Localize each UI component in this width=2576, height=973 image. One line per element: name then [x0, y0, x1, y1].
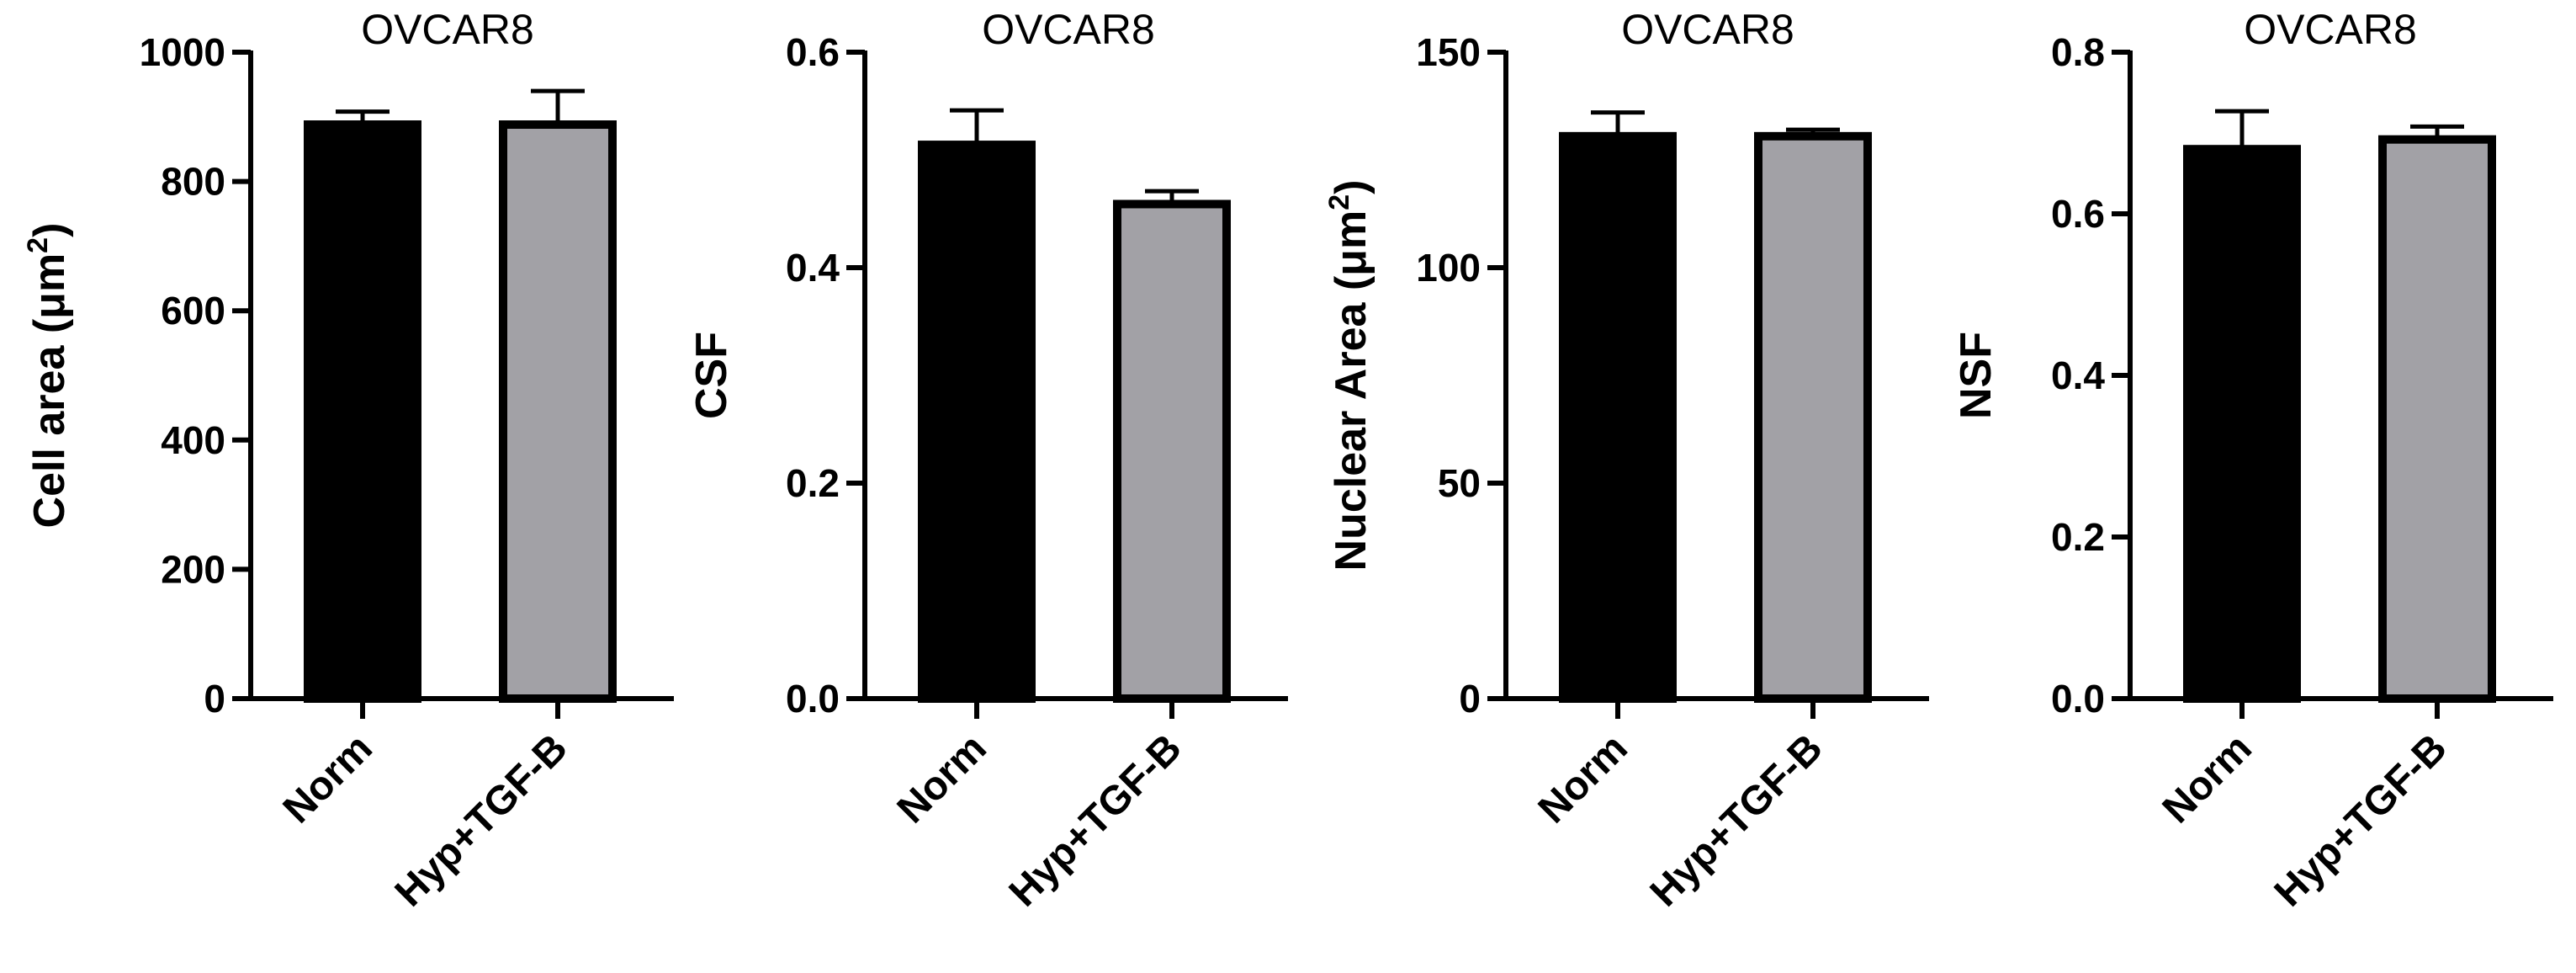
bar-norm [304, 120, 421, 704]
y-tick-label: 0.4 [2051, 354, 2105, 397]
bar-hyp-tgf-b [499, 120, 617, 704]
chart-title: OVCAR8 [1621, 6, 1794, 53]
y-tick-label: 0.6 [786, 30, 840, 74]
x-category-label: Norm [2155, 726, 2261, 832]
y-axis-label-close: ) [1327, 180, 1375, 194]
y-axis-label: CSF [687, 332, 736, 419]
bar-norm [1559, 131, 1677, 703]
y-tick-label: 0.0 [786, 677, 840, 720]
chart-title: OVCAR8 [361, 6, 534, 53]
chart-title: OVCAR8 [982, 6, 1155, 53]
y-axis-label-text: Nuclear Area (μm [1327, 210, 1375, 572]
y-tick-label: 0.4 [786, 246, 840, 290]
y-tick-label: 800 [161, 160, 225, 204]
x-category-label: Norm [1530, 726, 1636, 832]
x-category-label: Hyp+TGF-B [1642, 726, 1831, 915]
bar-norm [918, 141, 1036, 703]
y-axis-label-superscript: 2 [1323, 194, 1355, 210]
y-tick-label: 0 [204, 677, 225, 720]
x-category-label: Norm [889, 726, 995, 832]
y-axis-label-text: CSF [687, 332, 736, 419]
x-category-label: Hyp+TGF-B [2266, 726, 2456, 915]
y-tick-label: 400 [161, 418, 225, 462]
y-tick-label: 50 [1438, 461, 1481, 505]
x-category-label: Norm [275, 726, 381, 832]
y-axis-label: Cell area (μm2) [22, 223, 74, 529]
y-tick-label: 200 [161, 547, 225, 591]
chart-panel-1: OVCAR8 Cell area (μm2) 0 200 400 600 800 1000 No… [22, 6, 674, 915]
y-tick-label: 150 [1416, 30, 1481, 74]
y-tick-label: 1000 [140, 30, 225, 74]
chart-panel-4: OVCAR8 NSF 0.0 0.2 0.4 0.6 0.8 Norm Hyp+TGF-B [1952, 6, 2553, 915]
y-tick-label: 0.6 [2051, 192, 2105, 236]
x-category-label: Hyp+TGF-B [387, 726, 576, 915]
chart-title: OVCAR8 [2244, 6, 2417, 53]
y-tick-label: 100 [1416, 246, 1481, 290]
y-axis-label: Nuclear Area (μm2) [1323, 180, 1375, 572]
y-axis-label-text: Cell area (μm [25, 253, 74, 529]
y-axis-label-superscript: 2 [22, 237, 54, 253]
y-tick-label: 0 [1459, 677, 1481, 720]
bar-norm [2183, 145, 2301, 703]
y-axis-label-text: NSF [1952, 332, 2001, 419]
y-axis-label-close: ) [25, 223, 74, 237]
y-tick-label: 0.2 [786, 461, 840, 505]
y-tick-label: 0.8 [2051, 30, 2105, 74]
y-tick-label: 600 [161, 289, 225, 332]
y-tick-label: 0.0 [2051, 677, 2105, 720]
bar-hyp-tgf-b [2378, 135, 2496, 703]
y-tick-label: 0.2 [2051, 515, 2105, 559]
x-category-label: Hyp+TGF-B [1001, 726, 1190, 915]
chart-panel-2: OVCAR8 CSF 0.0 0.2 0.4 0.6 Norm Hyp+TGF-B [687, 6, 1288, 915]
y-axis-label: NSF [1952, 332, 2001, 419]
bar-hyp-tgf-b [1754, 131, 1872, 703]
bar-hyp-tgf-b [1113, 199, 1231, 704]
chart-panel-3: OVCAR8 Nuclear Area (μm2) 0 50 100 150 Norm Hyp… [1323, 6, 1929, 915]
